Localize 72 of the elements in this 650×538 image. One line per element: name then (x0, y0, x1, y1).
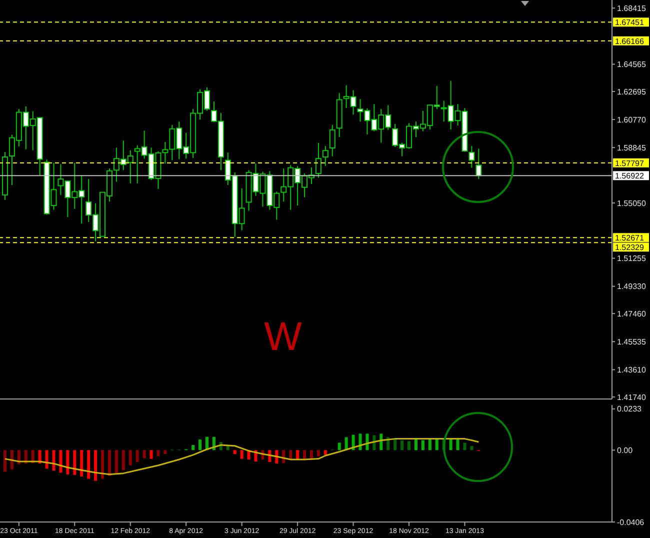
y-tick-label: 1.55050 (617, 198, 646, 208)
y-tick-label: 1.51255 (617, 254, 646, 264)
bar (366, 434, 369, 450)
bar (164, 450, 167, 454)
bar (240, 450, 244, 459)
bar (87, 450, 90, 479)
bar (316, 450, 320, 456)
y-tick-label: 1.68415 (617, 4, 646, 13)
bar (142, 450, 146, 458)
bar (233, 450, 236, 454)
bar (289, 450, 292, 460)
bar (380, 434, 383, 450)
bar (80, 450, 84, 477)
bar (226, 446, 230, 450)
bar (400, 440, 404, 450)
bar (150, 450, 153, 459)
bar (394, 440, 397, 450)
bar (344, 437, 348, 450)
candlestick (322, 146, 328, 166)
ref-line-label: 1.52329 (615, 243, 644, 252)
bar (470, 446, 474, 450)
y-tick-label: 1.62695 (617, 87, 646, 96)
bar (428, 438, 432, 450)
bar (296, 450, 300, 460)
bar (101, 450, 104, 479)
bar (59, 450, 62, 473)
y-tick-label: 1.49330 (617, 282, 646, 292)
y-tick-label: 1.47460 (617, 309, 646, 318)
y-tick-label: 1.45535 (617, 337, 646, 346)
bar (435, 438, 438, 450)
y-tick-label: 0.0233 (617, 404, 642, 414)
bar (45, 450, 48, 469)
y-tick-label: 1.60770 (617, 115, 646, 124)
bar (128, 450, 132, 466)
y-tick-label: -0.0406 (617, 518, 645, 527)
ref-line-label: 1.56922 (615, 172, 644, 181)
bar (73, 450, 76, 475)
ref-line-label: 1.52671 (615, 234, 644, 243)
bar (358, 434, 362, 450)
bar (52, 450, 56, 471)
bar (324, 450, 327, 455)
bar (66, 450, 70, 474)
bar (94, 450, 98, 481)
bar (198, 440, 202, 450)
bar (408, 441, 411, 450)
bar (338, 442, 341, 450)
annotation: W (264, 315, 302, 359)
y-tick-label: 1.64565 (617, 60, 646, 70)
ref-line-label: 1.57797 (615, 158, 644, 168)
ref-line-label: 1.66166 (615, 36, 644, 46)
bar (156, 450, 160, 456)
bar (114, 450, 118, 474)
bar (463, 442, 466, 450)
bar (3, 450, 6, 472)
candlestick (468, 146, 475, 168)
y-tick-label: 0.00 (617, 446, 634, 455)
line-series (4, 438, 480, 476)
bar (303, 450, 306, 460)
bar (122, 450, 125, 470)
bar (108, 450, 111, 476)
bar (421, 440, 424, 450)
bar (414, 440, 418, 450)
y-tick-label: 1.41740 (617, 392, 646, 402)
candlestick (329, 124, 336, 157)
bar (136, 450, 139, 462)
y-tick-label: 1.58845 (617, 143, 646, 152)
candlestick (315, 142, 322, 178)
bar (10, 450, 14, 470)
y-tick-label: 1.43610 (617, 366, 646, 375)
ref-line-label: 1.67451 (615, 18, 644, 28)
bar (192, 445, 195, 450)
candlestick (476, 148, 482, 180)
